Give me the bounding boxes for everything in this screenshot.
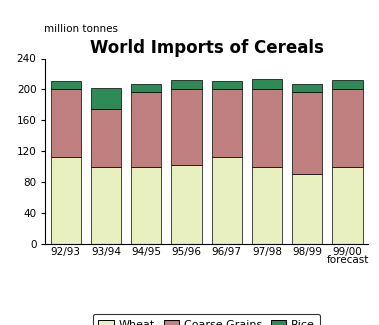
Bar [252, 79, 282, 89]
Bar [252, 89, 282, 166]
Bar [131, 166, 161, 244]
Title: World Imports of Cereals: World Imports of Cereals [89, 39, 324, 57]
Text: million tonnes: million tonnes [44, 24, 118, 34]
Bar [131, 92, 161, 166]
Bar [252, 166, 282, 244]
Bar [91, 109, 121, 166]
Bar [332, 166, 363, 244]
Bar [50, 81, 81, 89]
Bar [292, 174, 322, 244]
Bar [292, 92, 322, 174]
Bar [91, 88, 121, 109]
Bar [50, 157, 81, 244]
Bar [292, 84, 322, 92]
Bar [332, 89, 363, 166]
Bar [50, 89, 81, 157]
Bar [171, 89, 202, 165]
Bar [131, 84, 161, 92]
Legend: Wheat, Coarse Grains, Rice: Wheat, Coarse Grains, Rice [93, 314, 320, 325]
Bar [171, 80, 202, 89]
Bar [211, 89, 242, 157]
Bar [171, 165, 202, 244]
Bar [211, 81, 242, 89]
Bar [211, 157, 242, 244]
Bar [91, 166, 121, 244]
Bar [332, 80, 363, 89]
